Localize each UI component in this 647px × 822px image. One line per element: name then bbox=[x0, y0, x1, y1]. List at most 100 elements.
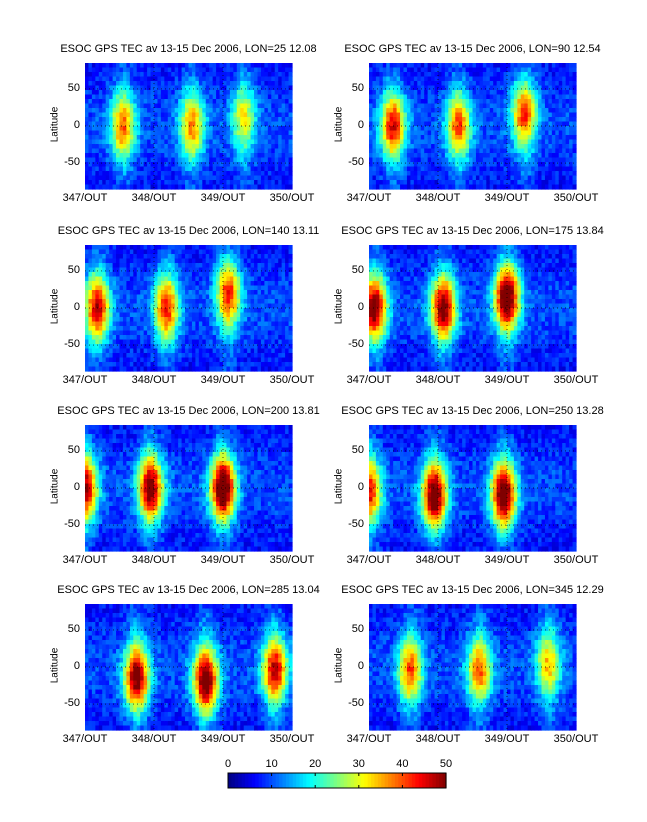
heatmap-cell bbox=[441, 99, 446, 105]
heatmap-cell bbox=[531, 135, 536, 141]
heatmap-cell bbox=[372, 162, 377, 168]
heatmap-cell bbox=[254, 290, 259, 296]
heatmap-cell bbox=[260, 144, 265, 150]
heatmap-cell bbox=[85, 326, 90, 332]
heatmap-cell bbox=[243, 144, 248, 150]
heatmap-cell bbox=[164, 258, 169, 264]
heatmap-cell bbox=[254, 157, 259, 163]
heatmap-cell bbox=[285, 184, 290, 190]
heatmap-cell bbox=[544, 162, 549, 168]
heatmap-cell bbox=[167, 162, 172, 168]
heatmap-cell bbox=[85, 135, 90, 141]
heatmap-cell bbox=[438, 81, 443, 87]
heatmap-cell bbox=[233, 112, 238, 118]
heatmap-cell bbox=[548, 108, 553, 114]
heatmap-cell bbox=[375, 76, 380, 82]
heatmap-cell bbox=[431, 81, 436, 87]
heatmap-cell bbox=[233, 99, 238, 105]
heatmap-cell bbox=[157, 180, 162, 186]
heatmap-cell bbox=[164, 263, 169, 269]
heatmap-cell bbox=[160, 254, 165, 260]
heatmap-cell bbox=[431, 171, 436, 177]
heatmap-cell bbox=[181, 249, 186, 255]
heatmap-cell bbox=[157, 353, 162, 359]
heatmap-cell bbox=[424, 67, 429, 73]
heatmap-cell bbox=[150, 171, 155, 177]
heatmap-cell bbox=[534, 148, 539, 154]
heatmap-cell bbox=[185, 348, 190, 354]
heatmap-cell bbox=[455, 90, 460, 96]
heatmap-cell bbox=[389, 103, 394, 109]
heatmap-cell bbox=[240, 180, 245, 186]
heatmap-cell bbox=[424, 139, 429, 145]
heatmap-cell bbox=[229, 144, 234, 150]
heatmap-cell bbox=[223, 99, 228, 105]
heatmap-cell bbox=[496, 90, 501, 96]
heatmap-cell bbox=[205, 85, 210, 91]
heatmap-cell bbox=[133, 249, 138, 255]
heatmap-cell bbox=[462, 126, 467, 132]
heatmap-cell bbox=[181, 281, 186, 287]
heatmap-cell bbox=[541, 153, 546, 159]
heatmap-cell bbox=[133, 308, 138, 314]
heatmap-cell bbox=[191, 76, 196, 82]
heatmap-cell bbox=[95, 135, 100, 141]
heatmap-cell bbox=[105, 330, 110, 336]
heatmap-cell bbox=[185, 299, 190, 305]
heatmap-cell bbox=[212, 180, 217, 186]
heatmap-cell bbox=[493, 121, 498, 127]
heatmap-cell bbox=[369, 135, 374, 141]
heatmap-cell bbox=[105, 326, 110, 332]
heatmap-cell bbox=[198, 157, 203, 163]
heatmap-cell bbox=[150, 357, 155, 363]
heatmap-cell bbox=[551, 121, 556, 127]
heatmap-cell bbox=[119, 63, 124, 69]
heatmap-cell bbox=[105, 281, 110, 287]
heatmap-cell bbox=[486, 130, 491, 136]
heatmap-cell bbox=[541, 157, 546, 163]
heatmap-cell bbox=[541, 99, 546, 105]
heatmap-cell bbox=[105, 108, 110, 114]
heatmap-cell bbox=[472, 157, 477, 163]
heatmap-cell bbox=[444, 67, 449, 73]
heatmap-cell bbox=[167, 348, 172, 354]
heatmap-cell bbox=[140, 157, 145, 163]
heatmap-cell bbox=[548, 135, 553, 141]
heatmap-cell bbox=[558, 166, 563, 172]
heatmap-cell bbox=[91, 290, 96, 296]
heatmap-cell bbox=[88, 144, 93, 150]
heatmap-cell bbox=[382, 90, 387, 96]
heatmap-cell bbox=[157, 362, 162, 368]
heatmap-cell bbox=[288, 85, 293, 91]
heatmap-cell bbox=[517, 63, 522, 69]
heatmap-cell bbox=[98, 121, 103, 127]
heatmap-cell bbox=[191, 94, 196, 100]
heatmap-cell bbox=[150, 72, 155, 78]
heatmap-cell bbox=[379, 81, 384, 87]
heatmap-cell bbox=[171, 135, 176, 141]
heatmap-cell bbox=[551, 153, 556, 159]
heatmap-cell bbox=[281, 63, 286, 69]
heatmap-cell bbox=[202, 267, 207, 273]
heatmap-cell bbox=[88, 63, 93, 69]
heatmap-cell bbox=[247, 63, 252, 69]
heatmap-cell bbox=[482, 166, 487, 172]
heatmap-cell bbox=[434, 94, 439, 100]
heatmap-cell bbox=[126, 317, 131, 323]
heatmap-cell bbox=[482, 144, 487, 150]
heatmap-cell bbox=[475, 166, 480, 172]
heatmap-cell bbox=[410, 175, 415, 181]
heatmap-cell bbox=[281, 171, 286, 177]
heatmap-cell bbox=[171, 353, 176, 359]
heatmap-cell bbox=[216, 130, 221, 136]
heatmap-cell bbox=[98, 326, 103, 332]
heatmap-cell bbox=[451, 94, 456, 100]
heatmap-cell bbox=[555, 85, 560, 91]
heatmap-cell bbox=[531, 148, 536, 154]
heatmap-plot bbox=[369, 63, 577, 190]
heatmap-cell bbox=[534, 81, 539, 87]
heatmap-cell bbox=[243, 126, 248, 132]
heatmap-cell bbox=[136, 285, 141, 291]
heatmap-cell bbox=[379, 171, 384, 177]
heatmap-cell bbox=[250, 67, 255, 73]
